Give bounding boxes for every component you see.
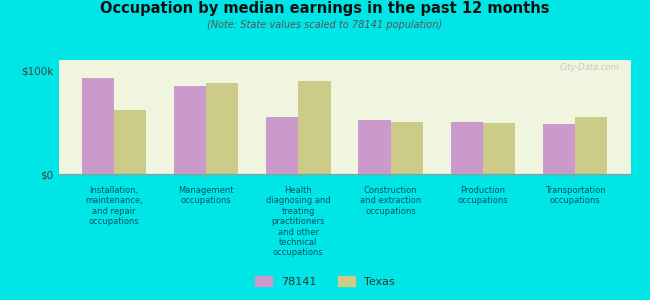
Text: Transportation
occupations: Transportation occupations — [545, 186, 605, 206]
Bar — [391, 122, 423, 174]
Bar — [114, 110, 146, 174]
Legend: 78141, Texas: 78141, Texas — [251, 272, 399, 291]
Bar — [575, 117, 608, 174]
Text: Installation,
maintenance,
and repair
occupations: Installation, maintenance, and repair oc… — [85, 186, 143, 226]
Bar — [174, 86, 206, 174]
Bar — [483, 123, 515, 174]
Text: (Note: State values scaled to 78141 population): (Note: State values scaled to 78141 popu… — [207, 20, 443, 29]
Bar — [450, 122, 483, 174]
Bar — [266, 117, 298, 174]
Text: Construction
and extraction
occupations: Construction and extraction occupations — [360, 186, 421, 216]
Bar — [206, 83, 239, 174]
Text: Management
occupations: Management occupations — [178, 186, 234, 206]
Text: Production
occupations: Production occupations — [458, 186, 508, 206]
Text: Health
diagnosing and
treating
practitioners
and other
technical
occupations: Health diagnosing and treating practitio… — [266, 186, 331, 257]
Bar — [298, 81, 331, 174]
Bar — [543, 124, 575, 174]
Bar — [358, 120, 391, 174]
Text: Occupation by median earnings in the past 12 months: Occupation by median earnings in the pas… — [100, 2, 550, 16]
Text: City-Data.com: City-Data.com — [559, 63, 619, 72]
Bar — [81, 78, 114, 174]
